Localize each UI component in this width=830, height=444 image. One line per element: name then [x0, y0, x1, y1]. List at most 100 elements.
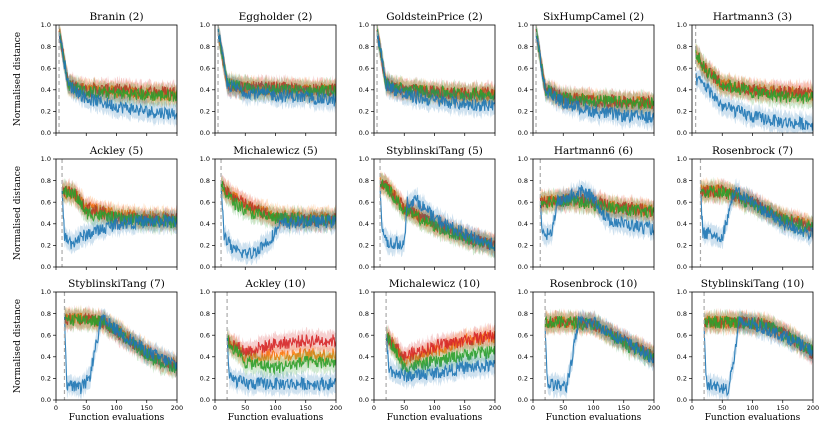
plot-area [226, 292, 336, 400]
y-tick-label: 0.6 [677, 64, 687, 72]
y-tick-label: 1.0 [200, 21, 210, 29]
series-line [699, 185, 813, 234]
subplot-title: GoldsteinPrice (2) [386, 11, 482, 23]
y-tick-label: 0.4 [200, 353, 210, 361]
series-line [703, 314, 813, 356]
series-line [695, 73, 813, 131]
plot-area [61, 159, 177, 267]
y-tick-label: 0.0 [41, 129, 51, 137]
series-line [226, 334, 336, 376]
y-tick-label: 0.8 [41, 177, 51, 185]
y-tick-label: 0.6 [677, 198, 687, 206]
plot-area [544, 292, 654, 400]
subplot-title: StyblinskiTang (10) [701, 278, 804, 290]
series-band [545, 308, 654, 400]
x-tick-label: 150 [300, 404, 312, 412]
subplot: Michalewicz (5) 0.0 0.2 0.4 0.6 0.8 1.0 [200, 145, 337, 271]
plot-area [535, 25, 654, 133]
plot-area [699, 159, 813, 267]
subplot-title: Rosenbrock (10) [550, 278, 638, 290]
y-tick-label: 0.8 [677, 43, 687, 51]
subplot-title: SixHumpCamel (2) [543, 11, 644, 23]
y-axis-label: Normalised distance [13, 32, 23, 126]
y-tick-label: 0.0 [518, 263, 528, 271]
series-line [61, 190, 177, 250]
series-line [220, 190, 336, 260]
y-axis-label: Normalised distance [13, 299, 23, 393]
x-tick-label: 100 [269, 404, 281, 412]
series-band [227, 327, 336, 399]
x-tick-label: 150 [459, 404, 471, 412]
y-tick-label: 0.4 [200, 86, 210, 94]
y-tick-label: 0.2 [518, 242, 528, 250]
y-tick-label: 0.6 [200, 331, 210, 339]
subplot-title: Ackley (5) [89, 145, 144, 157]
y-tick-label: 0.6 [41, 64, 51, 72]
subplot: Ackley (5) 0.0 0.2 0.4 0.6 0.8 1.0 Normalised d… [13, 145, 178, 271]
y-tick-label: 0.0 [200, 263, 210, 271]
x-tick-label: 200 [807, 404, 819, 412]
x-tick-label: 0 [531, 404, 535, 412]
y-tick-label: 0.2 [41, 108, 51, 116]
x-tick-label: 50 [718, 404, 726, 412]
y-tick-label: 0.0 [677, 263, 687, 271]
y-tick-label: 0.4 [359, 353, 369, 361]
series-line [379, 190, 495, 252]
y-tick-label: 0.0 [677, 396, 687, 404]
y-tick-label: 1.0 [41, 155, 51, 163]
y-tick-label: 1.0 [518, 288, 528, 296]
subplot: Hartmann3 (3) 0.0 0.2 0.4 0.6 0.8 1.0 [677, 11, 814, 137]
y-tick-label: 0.6 [518, 331, 528, 339]
series-band [704, 307, 813, 400]
plot-area [63, 292, 177, 400]
y-tick-label: 0.4 [677, 220, 687, 228]
x-tick-label: 150 [141, 404, 153, 412]
series-line [535, 35, 654, 124]
y-tick-label: 0.4 [518, 220, 528, 228]
series-line [703, 316, 813, 360]
subplot: Branin (2) 0.0 0.2 0.4 0.6 0.8 1.0 Normalised d… [13, 11, 178, 137]
y-tick-label: 0.2 [518, 108, 528, 116]
x-tick-label: 100 [110, 404, 122, 412]
y-tick-label: 0.0 [359, 263, 369, 271]
series-line [61, 185, 177, 225]
y-tick-label: 0.8 [41, 310, 51, 318]
subplot: GoldsteinPrice (2) 0.0 0.2 0.4 0.6 0.8 1.0 [359, 11, 496, 137]
y-tick-label: 0.4 [518, 353, 528, 361]
y-tick-label: 0.0 [518, 396, 528, 404]
series-line [58, 31, 177, 102]
x-tick-label: 50 [241, 404, 249, 412]
x-tick-label: 0 [213, 404, 217, 412]
y-tick-label: 1.0 [41, 21, 51, 29]
y-tick-label: 0.8 [518, 310, 528, 318]
x-tick-label: 50 [559, 404, 567, 412]
y-tick-label: 0.2 [41, 375, 51, 383]
series-band [59, 25, 177, 107]
series-line [63, 313, 177, 395]
y-tick-label: 0.8 [200, 177, 210, 185]
subplot-title: Ackley (10) [244, 278, 305, 290]
x-axis-label: Function evaluations [387, 413, 483, 423]
plot-area [695, 25, 813, 133]
plot-area [703, 292, 813, 400]
x-tick-label: 150 [777, 404, 789, 412]
y-tick-label: 0.8 [200, 43, 210, 51]
y-tick-label: 0.2 [518, 375, 528, 383]
x-axis-label: Function evaluations [228, 413, 324, 423]
series-band [695, 67, 813, 133]
series-line [226, 337, 336, 364]
subplot-title: Hartmann3 (3) [713, 11, 792, 23]
subplot: Hartmann6 (6) 0.0 0.2 0.4 0.6 0.8 1.0 [518, 145, 655, 271]
x-tick-label: 0 [372, 404, 376, 412]
series-line [376, 25, 495, 101]
subplot-title: Michalewicz (5) [233, 145, 318, 157]
subplot: Rosenbrock (7) 0.0 0.2 0.4 0.6 0.8 1.0 [677, 145, 814, 271]
y-tick-label: 0.0 [41, 396, 51, 404]
y-tick-label: 0.2 [200, 375, 210, 383]
x-tick-label: 100 [428, 404, 440, 412]
y-tick-label: 1.0 [359, 155, 369, 163]
y-tick-label: 0.8 [359, 310, 369, 318]
y-tick-label: 0.6 [41, 331, 51, 339]
x-tick-label: 200 [330, 404, 342, 412]
series-line [544, 315, 654, 394]
